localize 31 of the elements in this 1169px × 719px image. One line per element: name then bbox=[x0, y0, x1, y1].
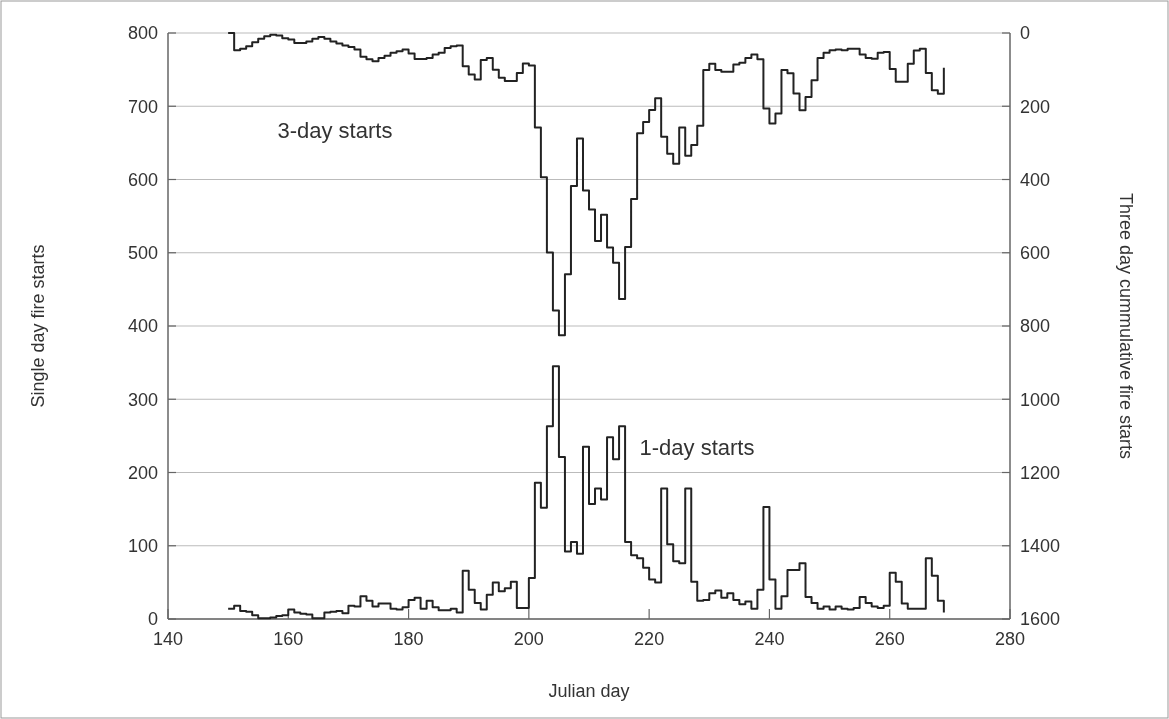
x-tick-label: 220 bbox=[634, 629, 665, 649]
y2-tick-label: 800 bbox=[1020, 316, 1051, 337]
y2-tick-label: 1400 bbox=[1020, 536, 1061, 557]
x-tick-label: 200 bbox=[513, 629, 544, 649]
x-tick-label: 140 bbox=[152, 629, 184, 649]
y-tick-label: 600 bbox=[127, 169, 158, 190]
y-tick-label: 100 bbox=[127, 536, 158, 557]
y2-tick-label: 1000 bbox=[1020, 389, 1061, 410]
y2-tick-label: 1600 bbox=[1020, 609, 1061, 630]
y-tick-label: 200 bbox=[127, 462, 158, 483]
y-tick-label: 500 bbox=[127, 243, 158, 264]
y2-tick-label: 1200 bbox=[1020, 462, 1061, 483]
x-tick-label: 260 bbox=[874, 629, 905, 649]
y-tick-label: 800 bbox=[127, 23, 158, 44]
y-tick-label: 400 bbox=[127, 316, 158, 337]
y2-tick-label: 200 bbox=[1020, 96, 1051, 117]
series-label: 1-day starts bbox=[639, 434, 755, 460]
x-tick-label: 160 bbox=[273, 629, 304, 649]
y2-tick-label: 0 bbox=[1020, 23, 1031, 44]
y-tick-label: 0 bbox=[147, 609, 158, 630]
x-tick-label: 180 bbox=[393, 629, 424, 649]
y-tick-label: 300 bbox=[127, 389, 158, 410]
y2-tick-label: 400 bbox=[1020, 169, 1051, 190]
y2-axis-title: Three day cummulative fire starts bbox=[1116, 192, 1136, 460]
y-tick-label: 700 bbox=[127, 96, 158, 117]
x-tick-label: 240 bbox=[754, 629, 785, 649]
x-tick-label: 280 bbox=[994, 629, 1026, 649]
y2-tick-label: 600 bbox=[1020, 243, 1051, 264]
text: 3-day starts bbox=[277, 118, 393, 144]
y-axis-title: Single day fire starts bbox=[28, 244, 48, 408]
x-axis-title: Julian day bbox=[548, 681, 630, 701]
